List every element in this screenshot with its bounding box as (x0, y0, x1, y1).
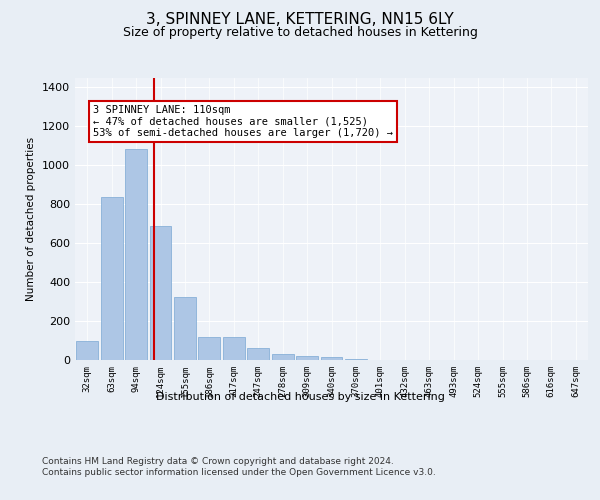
Bar (101, 198, 122, 360)
Bar (223, 336, 245, 360)
Bar (247, 348, 269, 360)
Bar (272, 354, 293, 360)
Bar (149, 226, 172, 360)
Bar (174, 296, 196, 360)
Text: 3 SPINNEY LANE: 110sqm
← 47% of detached houses are smaller (1,525)
53% of semi-: 3 SPINNEY LANE: 110sqm ← 47% of detached… (94, 105, 394, 138)
Bar (76, 342, 98, 360)
Text: Distribution of detached houses by size in Kettering: Distribution of detached houses by size … (155, 392, 445, 402)
Bar (199, 336, 220, 360)
Y-axis label: Number of detached properties: Number of detached properties (26, 136, 37, 301)
Text: Contains HM Land Registry data © Crown copyright and database right 2024.
Contai: Contains HM Land Registry data © Crown c… (42, 458, 436, 477)
Text: 3, SPINNEY LANE, KETTERING, NN15 6LY: 3, SPINNEY LANE, KETTERING, NN15 6LY (146, 12, 454, 28)
Text: Size of property relative to detached houses in Kettering: Size of property relative to detached ho… (122, 26, 478, 39)
Bar (320, 357, 343, 360)
Bar (345, 359, 367, 360)
Bar (296, 356, 318, 360)
Bar (125, 148, 147, 360)
